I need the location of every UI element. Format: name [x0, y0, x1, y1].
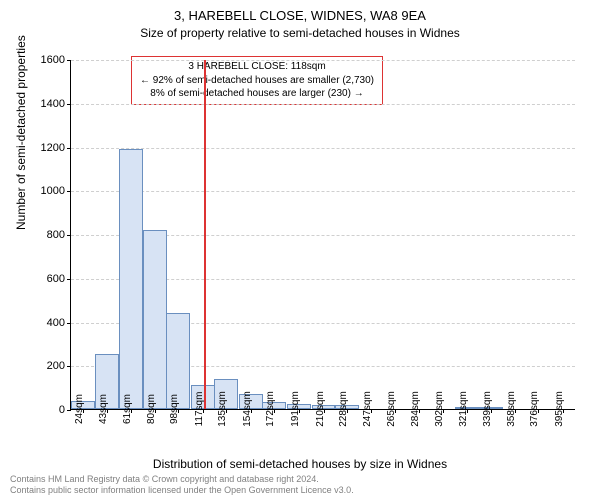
y-tick-label: 800: [47, 229, 71, 241]
x-tick-label: 172sqm: [261, 391, 276, 427]
x-tick-label: 135sqm: [213, 391, 228, 427]
annotation-box: 3 HAREBELL CLOSE: 118sqm ← 92% of semi-d…: [131, 56, 383, 105]
attribution-line2: Contains public sector information licen…: [10, 485, 354, 496]
x-tick-label: 358sqm: [502, 391, 517, 427]
attribution: Contains HM Land Registry data © Crown c…: [10, 474, 354, 497]
histogram-bar: [119, 149, 143, 409]
annotation-line2: ← 92% of semi-detached houses are smalle…: [140, 74, 374, 88]
x-tick-label: 247sqm: [358, 391, 373, 427]
x-tick-label: 284sqm: [406, 391, 421, 427]
chart-title: 3, HAREBELL CLOSE, WIDNES, WA8 9EA: [0, 8, 600, 23]
y-tick-label: 400: [47, 317, 71, 329]
x-tick-label: 376sqm: [525, 391, 540, 427]
x-tick-label: 265sqm: [382, 391, 397, 427]
x-tick-label: 228sqm: [334, 391, 349, 427]
x-tick-label: 43sqm: [94, 394, 109, 424]
y-tick-label: 600: [47, 273, 71, 285]
attribution-line1: Contains HM Land Registry data © Crown c…: [10, 474, 354, 485]
x-tick-label: 61sqm: [118, 394, 133, 424]
x-axis-label: Distribution of semi-detached houses by …: [0, 457, 600, 471]
grid-line: [71, 60, 575, 61]
x-tick-label: 395sqm: [550, 391, 565, 427]
x-tick-label: 117sqm: [190, 392, 205, 427]
histogram-bar: [143, 230, 167, 409]
grid-line: [71, 104, 575, 105]
chart-subtitle: Size of property relative to semi-detach…: [0, 26, 600, 40]
y-tick-label: 1400: [41, 98, 71, 110]
y-tick-label: 1000: [41, 185, 71, 197]
x-tick-label: 339sqm: [478, 391, 493, 427]
x-tick-label: 210sqm: [311, 391, 326, 427]
x-tick-label: 191sqm: [286, 391, 301, 427]
x-tick-label: 80sqm: [142, 394, 157, 424]
y-tick-label: 200: [47, 360, 71, 372]
annotation-line1: 3 HAREBELL CLOSE: 118sqm: [140, 60, 374, 74]
grid-line: [71, 148, 575, 149]
y-axis-label: Number of semi-detached properties: [14, 35, 28, 230]
marker-line: [204, 60, 206, 409]
x-tick-label: 302sqm: [430, 391, 445, 427]
y-tick-label: 1600: [41, 54, 71, 66]
annotation-line3: 8% of semi-detached houses are larger (2…: [140, 87, 374, 101]
x-tick-label: 24sqm: [70, 394, 85, 424]
y-tick-label: 1200: [41, 142, 71, 154]
x-tick-label: 98sqm: [165, 394, 180, 424]
x-tick-label: 321sqm: [454, 391, 469, 427]
grid-line: [71, 191, 575, 192]
x-tick-label: 154sqm: [238, 391, 253, 427]
chart-container: 3, HAREBELL CLOSE, WIDNES, WA8 9EA Size …: [0, 0, 600, 500]
plot-area: 3 HAREBELL CLOSE: 118sqm ← 92% of semi-d…: [70, 60, 575, 410]
